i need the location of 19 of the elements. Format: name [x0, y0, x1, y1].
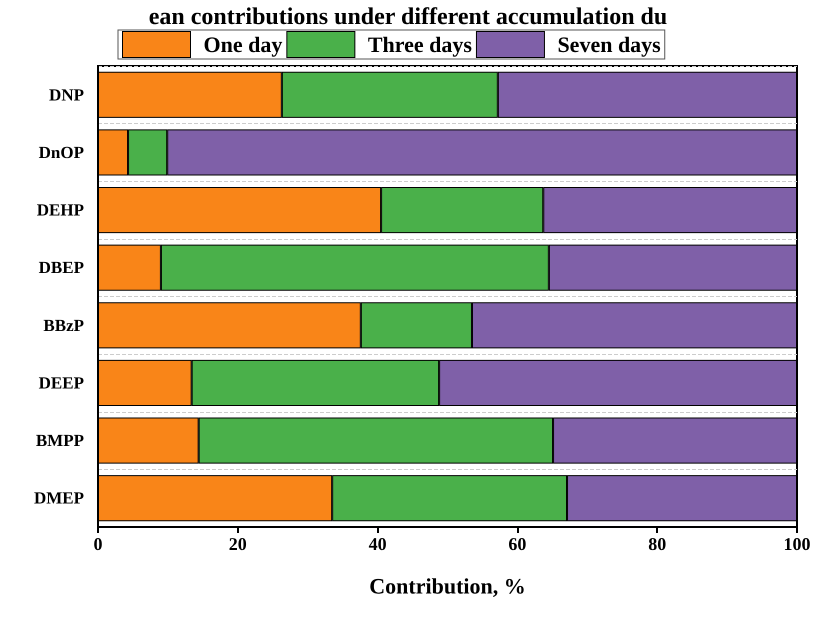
x-tick-label: 60: [508, 534, 526, 554]
y-tick-label: DnOP: [38, 142, 84, 162]
legend-label: Three days: [368, 32, 472, 57]
y-tick-label: DEHP: [36, 200, 84, 220]
y-tick-label: BMPP: [36, 431, 84, 450]
y-tick-label: DMEP: [34, 488, 84, 508]
y-tick-label: DEEP: [38, 373, 84, 392]
x-tick-label: 0: [94, 534, 102, 554]
y-tick-label: BBzP: [43, 316, 84, 335]
chart-title: ean contributions under different accumulation du: [148, 4, 668, 30]
x-tick-label: 100: [784, 534, 810, 554]
y-tick-label: DNP: [49, 85, 84, 104]
x-tick-label: 40: [368, 534, 387, 554]
x-tick-label: 20: [228, 534, 247, 554]
legend-label: Seven days: [557, 32, 662, 57]
x-axis-title: Contribution, %: [369, 574, 526, 598]
x-tick-label: 80: [648, 534, 666, 554]
legend-label: One day: [204, 32, 282, 57]
y-tick-label: DBEP: [38, 258, 84, 278]
